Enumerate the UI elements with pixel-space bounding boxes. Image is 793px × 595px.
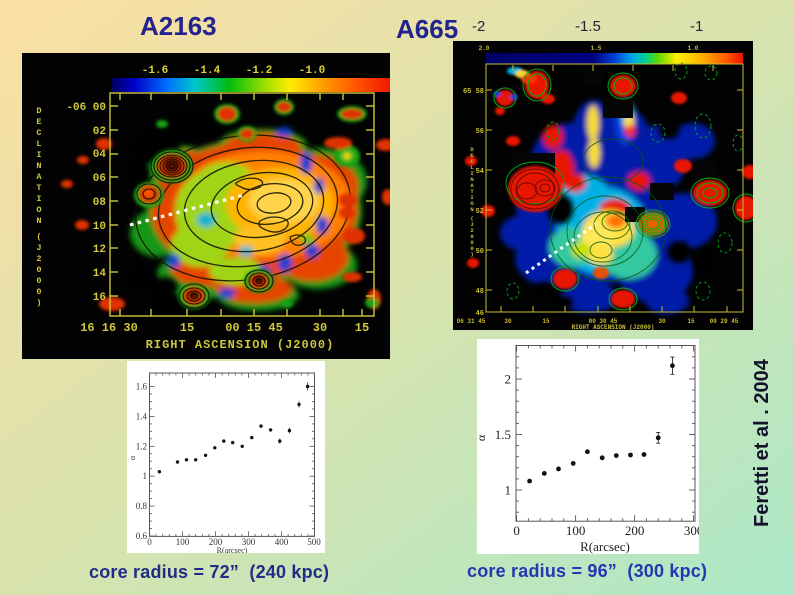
- svg-text:30: 30: [658, 318, 666, 325]
- svg-text:00 29 45: 00 29 45: [710, 318, 739, 325]
- svg-text:54: 54: [476, 168, 484, 176]
- svg-text:15: 15: [687, 318, 695, 325]
- svg-text:15: 15: [355, 321, 369, 335]
- svg-text:200: 200: [209, 537, 223, 547]
- svg-text:0.6: 0.6: [136, 531, 148, 541]
- svg-text:L: L: [470, 164, 474, 171]
- svg-text:00 15 45: 00 15 45: [225, 321, 283, 335]
- svg-text:J: J: [36, 243, 41, 253]
- svg-text:I: I: [470, 194, 473, 201]
- svg-text:2: 2: [470, 227, 474, 234]
- svg-text:1.6: 1.6: [136, 382, 148, 392]
- svg-text:1: 1: [143, 471, 148, 481]
- svg-text:200: 200: [625, 523, 645, 538]
- svg-text:0: 0: [36, 265, 41, 275]
- svg-text:N: N: [470, 206, 473, 213]
- svg-text:14: 14: [93, 268, 107, 280]
- svg-text:J: J: [470, 221, 473, 228]
- svg-text:16: 16: [93, 292, 106, 304]
- svg-text:400: 400: [275, 537, 289, 547]
- svg-text:48: 48: [476, 288, 484, 296]
- svg-text:06 31 45: 06 31 45: [457, 318, 486, 325]
- svg-text:T: T: [36, 183, 41, 193]
- svg-text:0: 0: [513, 523, 520, 538]
- svg-text:RIGHT ASCENSION (J2000): RIGHT ASCENSION (J2000): [146, 338, 335, 352]
- svg-text:R(arcsec): R(arcsec): [217, 546, 248, 553]
- svg-text:1.4: 1.4: [136, 411, 148, 421]
- svg-text:04: 04: [93, 149, 107, 161]
- svg-text:1.5: 1.5: [495, 427, 511, 442]
- svg-text:(: (: [470, 215, 473, 222]
- svg-text:0: 0: [470, 233, 474, 240]
- svg-text:I: I: [36, 194, 41, 204]
- svg-text:E: E: [470, 152, 474, 159]
- svg-text:56: 56: [476, 128, 484, 136]
- svg-text:30: 30: [504, 318, 512, 325]
- svg-text:-1.4: -1.4: [194, 65, 221, 77]
- svg-text:0: 0: [470, 245, 474, 252]
- svg-text:1.2: 1.2: [136, 441, 147, 451]
- svg-text:): ): [36, 298, 41, 308]
- svg-text:300: 300: [684, 523, 699, 538]
- svg-text:O: O: [470, 200, 474, 207]
- svg-text:08: 08: [93, 197, 107, 209]
- svg-text:A: A: [470, 182, 474, 189]
- svg-text:-1.2: -1.2: [246, 65, 272, 77]
- svg-text:α: α: [128, 455, 137, 460]
- svg-text:I: I: [36, 150, 41, 160]
- svg-text:46: 46: [476, 310, 484, 318]
- svg-text:0: 0: [470, 239, 474, 246]
- svg-text:1: 1: [505, 483, 512, 498]
- svg-text:D: D: [36, 106, 41, 116]
- svg-text:R(arcsec): R(arcsec): [580, 539, 630, 554]
- svg-text:O: O: [36, 205, 41, 215]
- svg-text:100: 100: [566, 523, 586, 538]
- svg-text:30: 30: [313, 321, 327, 335]
- svg-text:2: 2: [505, 372, 512, 387]
- svg-text:300: 300: [242, 537, 256, 547]
- svg-text:100: 100: [176, 537, 190, 547]
- svg-text:N: N: [36, 161, 41, 171]
- svg-text:52: 52: [476, 208, 484, 216]
- svg-text:(: (: [36, 232, 41, 242]
- svg-text:E: E: [36, 117, 41, 127]
- svg-text:N: N: [470, 176, 473, 183]
- svg-text:10: 10: [93, 221, 106, 233]
- svg-text:00 30 45: 00 30 45: [589, 318, 618, 325]
- svg-text:2: 2: [36, 254, 41, 264]
- svg-text:N: N: [36, 216, 41, 226]
- svg-text:16 16 30: 16 16 30: [80, 321, 138, 335]
- svg-text:50: 50: [476, 248, 484, 256]
- svg-text:L: L: [36, 139, 41, 149]
- svg-text:02: 02: [93, 126, 106, 138]
- svg-text:06: 06: [93, 173, 106, 185]
- svg-text:): ): [470, 251, 473, 258]
- svg-text:1.5: 1.5: [591, 45, 602, 52]
- svg-text:15: 15: [542, 318, 550, 325]
- svg-text:-1.0: -1.0: [299, 65, 325, 77]
- svg-text:-06 00: -06 00: [66, 102, 106, 114]
- svg-text:C: C: [36, 128, 41, 138]
- svg-text:0: 0: [36, 287, 41, 297]
- svg-text:65 58: 65 58: [463, 88, 484, 96]
- svg-text:2.0: 2.0: [479, 45, 490, 52]
- svg-text:15: 15: [180, 321, 194, 335]
- svg-text:D: D: [470, 146, 474, 153]
- svg-text:0: 0: [36, 276, 41, 286]
- svg-text:0.8: 0.8: [136, 501, 148, 511]
- svg-text:α: α: [477, 434, 488, 441]
- svg-text:1.0: 1.0: [688, 45, 699, 52]
- svg-text:0: 0: [147, 537, 152, 547]
- svg-text:500: 500: [307, 537, 321, 547]
- svg-text:A: A: [36, 172, 42, 182]
- svg-text:C: C: [470, 158, 474, 165]
- svg-text:I: I: [470, 170, 473, 177]
- svg-text:RIGHT ASCENSION (J2000): RIGHT ASCENSION (J2000): [572, 324, 655, 330]
- svg-text:12: 12: [93, 244, 106, 256]
- svg-text:T: T: [470, 188, 474, 195]
- svg-text:-1.6: -1.6: [142, 65, 168, 77]
